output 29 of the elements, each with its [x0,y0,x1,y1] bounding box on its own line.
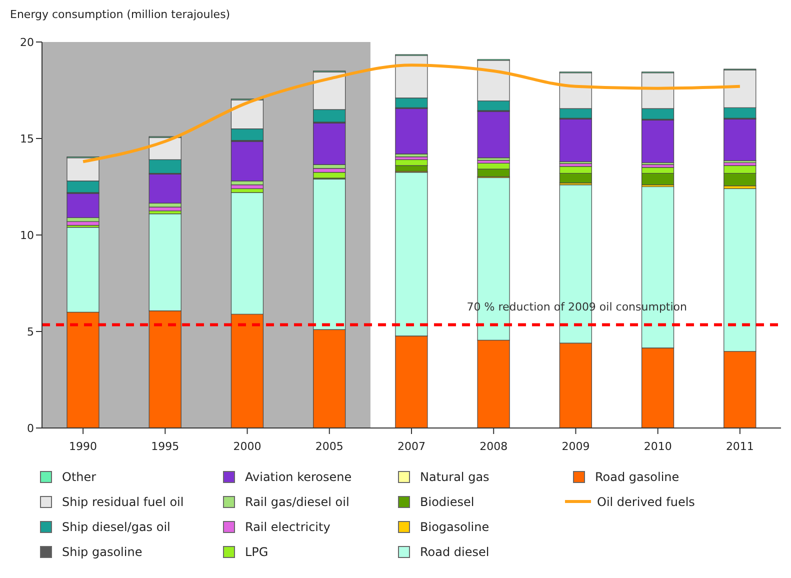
legend-label: Ship gasoline [62,544,142,558]
legend-label: Road gasoline [595,470,680,484]
x-tick-label: 2008 [480,440,508,453]
legend-label: Oil derived fuels [597,494,695,508]
x-tick-label: 1990 [69,440,98,453]
x-tick-label: 2009 [562,440,590,453]
y-tick-label: 10 [20,228,34,242]
y-axis-title: Energy consumption (million terajoules) [9,8,232,23]
y-tick-label: 0 [27,422,34,435]
legend-label: Other [62,470,96,484]
y-tick-label: 5 [27,325,34,338]
legend-label: Ship residual fuel oil [62,494,184,508]
legend-label: Biodiesel [420,494,474,508]
legend-label: Biogasoline [420,520,490,534]
legend-label: Aviation kerosene [245,470,352,484]
legend-label: Rail gas/diesel oil [245,494,350,508]
legend-label: LPG [245,544,268,558]
x-tick-label: 2007 [398,440,426,453]
y-tick-label: 20 [20,36,34,49]
x-tick-label: 1995 [151,440,180,453]
y-tick-label: 15 [20,132,34,146]
x-tick-label: 2005 [315,440,344,453]
legend-label: Ship diesel/gas oil [62,520,170,534]
x-tick-label: 2010 [644,440,672,453]
x-tick-label: 2011 [726,440,754,453]
legend-label: Rail electricity [245,520,330,534]
legend-label: Natural gas [420,470,490,484]
legend-label: Road diesel [420,544,490,558]
x-tick-label: 2000 [233,440,262,453]
